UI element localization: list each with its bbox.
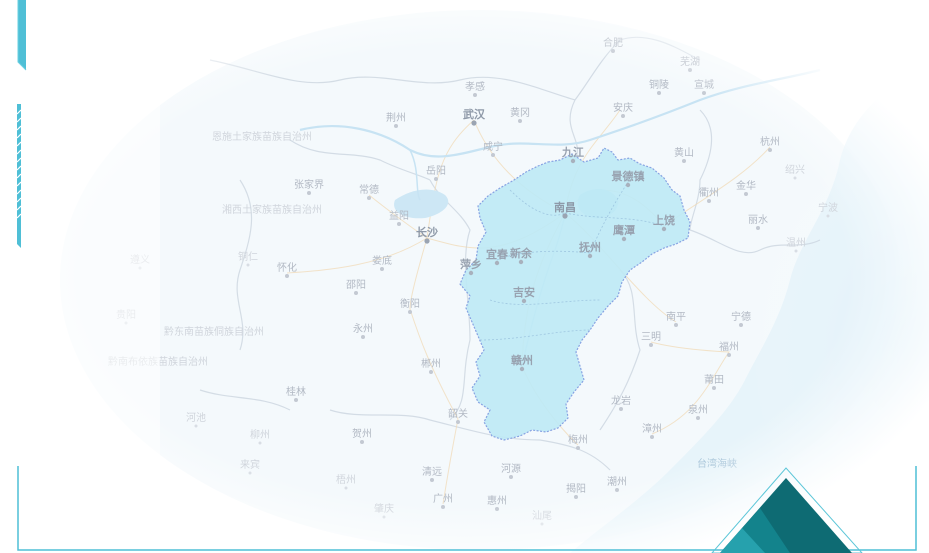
left-fade: [0, 0, 160, 553]
frame-decoration: [16, 0, 917, 551]
corner-triangle-emblem: [711, 467, 863, 553]
left-hatched-bar: [16, 104, 22, 248]
